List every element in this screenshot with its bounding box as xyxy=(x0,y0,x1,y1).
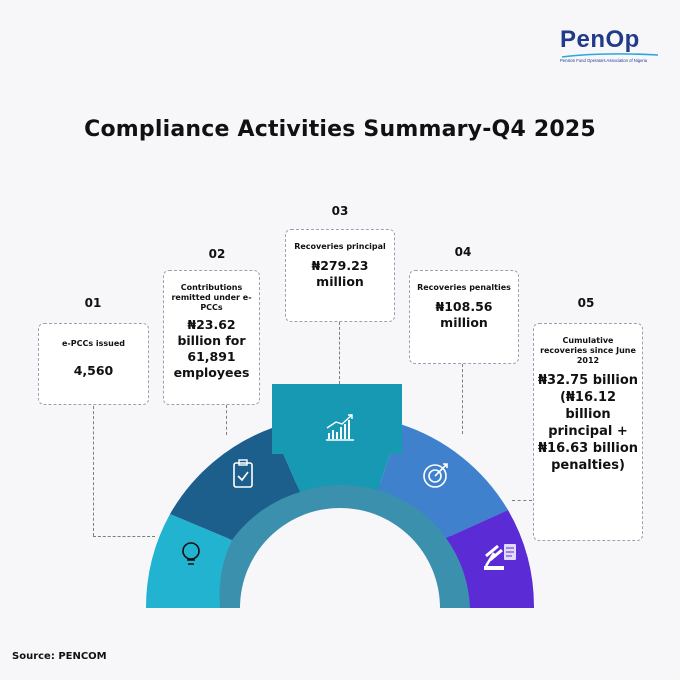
penop-logo: PenOp Pension Fund Operators Association… xyxy=(560,28,668,63)
logo-swoosh-icon xyxy=(561,53,659,58)
connector-04 xyxy=(462,364,463,434)
item-value-05: ₦32.75 billion (₦16.12 billion principal… xyxy=(538,373,639,473)
page-title: Compliance Activities Summary-Q4 2025 xyxy=(84,117,596,142)
arch-segment-01 xyxy=(145,514,232,608)
logo-wordmark: PenOp xyxy=(560,26,640,53)
item-value-02: ₦23.62 billion for 61,891 employees xyxy=(173,317,250,380)
bar-chart-up-icon xyxy=(326,414,354,441)
item-card-01: e-PCCs issued 4,560 xyxy=(38,323,149,405)
item-card-04: Recoveries penalties ₦108.56 million xyxy=(409,270,519,364)
item-label-03: Recoveries principal xyxy=(294,242,386,251)
connector-03 xyxy=(339,322,340,384)
item-number-04: 04 xyxy=(454,245,472,259)
item-card-03: Recoveries principal ₦279.23 million xyxy=(285,229,395,322)
item-card-02: Contributions remitted under e-PCCs ₦23.… xyxy=(163,270,260,405)
connector-05-h xyxy=(512,500,532,501)
item-number-05: 05 xyxy=(577,296,595,310)
arch-segment-04 xyxy=(378,424,508,538)
item-number-02: 02 xyxy=(208,247,226,261)
target-icon xyxy=(423,463,448,488)
connector-01 xyxy=(93,406,94,536)
item-label-05: Cumulative recoveries since June 2012 xyxy=(540,336,636,365)
clipboard-check-icon xyxy=(233,459,253,488)
item-value-04: ₦108.56 million xyxy=(435,299,493,330)
item-card-05: Cumulative recoveries since June 2012 ₦3… xyxy=(533,323,643,541)
arch-inner-ring xyxy=(208,476,472,608)
connector-01-h xyxy=(93,536,155,537)
item-value-01: 4,560 xyxy=(73,363,114,378)
gavel-icon xyxy=(484,544,516,570)
source-note: Source: PENCOM xyxy=(12,651,107,662)
item-label-01: e-PCCs issued xyxy=(61,339,125,348)
item-number-03: 03 xyxy=(331,204,349,218)
logo-subtitle: Pension Fund Operators Association of Ni… xyxy=(560,58,648,63)
item-label-02: Contributions remitted under e-PCCs xyxy=(171,283,252,312)
item-label-04: Recoveries penalties xyxy=(417,283,511,292)
arch-segment-03-top xyxy=(272,384,402,454)
arch-segment-02 xyxy=(170,428,300,540)
lightbulb-icon xyxy=(182,542,200,565)
connector-02 xyxy=(226,405,227,435)
item-value-03: ₦279.23 million xyxy=(311,258,369,289)
item-number-01: 01 xyxy=(84,296,102,310)
